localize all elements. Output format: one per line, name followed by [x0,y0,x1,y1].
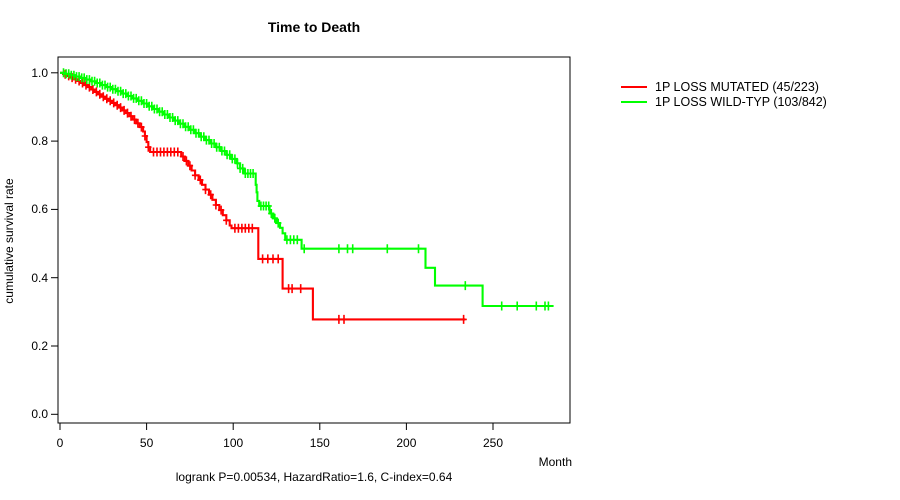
legend-item-wildtype: 1P LOSS WILD-TYP (103/842) [621,94,827,109]
x-tick-label: 150 [309,436,330,450]
y-tick-label: 0.2 [31,339,48,353]
legend-label-wildtype: 1P LOSS WILD-TYP (103/842) [655,94,827,109]
x-tick-label: 100 [223,436,244,450]
legend-line-wildtype-swatch [621,100,647,103]
wildtype-survival-curve [60,71,554,308]
y-tick-label: 0.8 [31,134,48,149]
mutated-censor-marks [62,69,467,324]
legend-label-mutated: 1P LOSS MUTATED (45/223) [655,79,819,94]
x-axis-title: Month [538,455,572,469]
y-tick-label: 0.0 [31,407,48,422]
y-tick-label: 1.0 [31,65,48,80]
x-tick-label: 200 [396,436,417,450]
legend: 1P LOSS MUTATED (45/223) 1P LOSS WILD-TY… [621,79,827,109]
y-tick-label: 0.4 [31,270,48,285]
x-tick-label: 250 [482,436,504,450]
x-tick-label: 0 [56,436,64,450]
legend-line-mutated-swatch [621,85,647,88]
y-tick-label: 0.6 [31,202,48,217]
legend-item-mutated: 1P LOSS MUTATED (45/223) [621,79,827,94]
chart-title: Time to Death [267,19,361,35]
x-tick-label: 50 [139,436,154,450]
plot-box [57,56,571,424]
footer-statistics: logrank P=0.00534, HazardRatio=1.6, C-in… [175,470,453,484]
wildtype-censor-marks [60,68,552,311]
